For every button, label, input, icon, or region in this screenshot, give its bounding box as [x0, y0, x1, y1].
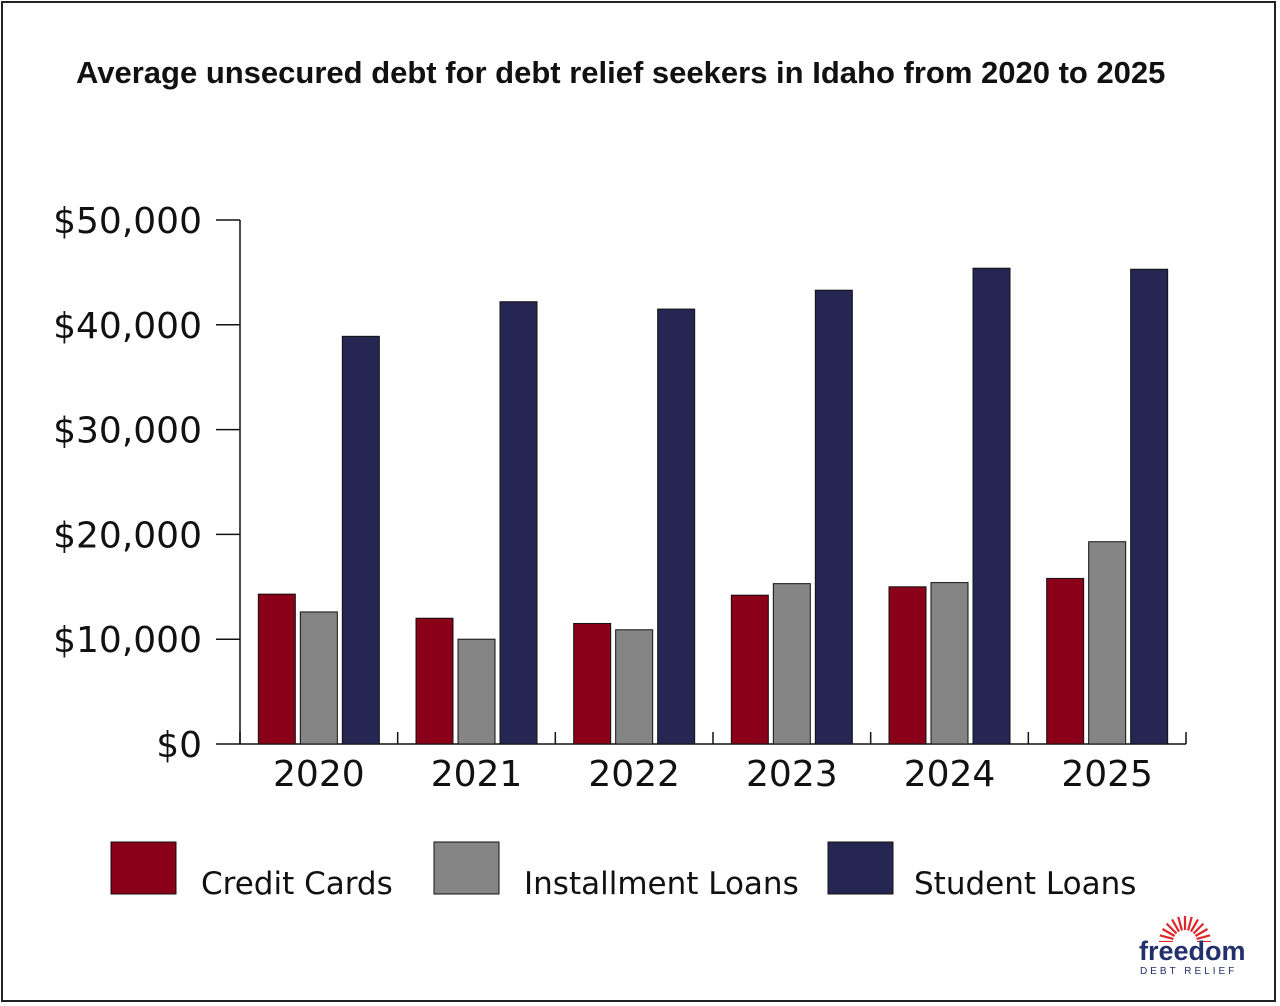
y-tick-label: $0 [156, 725, 202, 766]
bar-installment-loans-2024 [930, 582, 969, 745]
legend-swatch-student-loans [827, 841, 894, 895]
legend-swatch-installment-loans [433, 841, 500, 895]
sunburst-icon [1159, 916, 1211, 942]
bar-installment-loans-2021 [457, 638, 496, 745]
sunburst-ray [1194, 928, 1209, 937]
x-tick-label: 2023 [746, 754, 838, 795]
y-tick-label: $10,000 [53, 620, 202, 661]
bar-installment-loans-2022 [615, 629, 654, 745]
bar-credit-cards-2024 [888, 586, 927, 745]
sunburst-ray [1177, 916, 1183, 931]
y-tick-label: $30,000 [53, 411, 202, 452]
sunburst-ray [1192, 922, 1205, 935]
logo-word: freedom [1139, 936, 1246, 966]
sunburst-ray [1190, 918, 1199, 933]
sunburst-ray [1161, 928, 1176, 937]
x-tick-label: 2024 [904, 754, 996, 795]
sunburst-ray [1159, 934, 1174, 940]
legend-label-installment-loans: Installment Loans [524, 866, 799, 902]
bar-credit-cards-2023 [730, 594, 769, 745]
sunburst-ray [1187, 916, 1193, 931]
bar-student-loans-2025 [1130, 268, 1169, 745]
y-axis: $0 $10,000 $20,000 $30,000 $40,000 $50,000 [53, 201, 241, 766]
y-tick-label: $40,000 [53, 306, 202, 347]
legend: Credit Cards Installment Loans Student Loa… [110, 841, 1136, 902]
bars [257, 267, 1169, 745]
x-tick-label: 2020 [273, 754, 365, 795]
bar-credit-cards-2022 [573, 622, 612, 745]
bar-credit-cards-2020 [257, 593, 296, 745]
bar-installment-loans-2020 [299, 611, 338, 745]
x-axis: 2020 2021 2022 2023 2024 2025 [239, 732, 1187, 795]
chart-title: Average unsecured debt for debt relief s… [76, 55, 1166, 90]
bar-student-loans-2021 [499, 301, 538, 745]
y-tick-label: $20,000 [53, 515, 202, 556]
legend-swatch-credit-cards [110, 841, 177, 895]
bar-credit-cards-2021 [415, 617, 454, 745]
bar-student-loans-2022 [657, 308, 696, 745]
x-tick-label: 2022 [588, 754, 680, 795]
bar-credit-cards-2025 [1046, 577, 1085, 745]
bar-student-loans-2024 [972, 267, 1011, 745]
x-tick-label: 2021 [431, 754, 523, 795]
bar-installment-loans-2025 [1088, 541, 1127, 745]
logo-subtitle: DEBT RELIEF [1140, 966, 1238, 977]
y-tick-label: $50,000 [53, 201, 202, 242]
freedom-debt-relief-logo: freedom DEBT RELIEF [1135, 908, 1255, 980]
x-tick-label: 2025 [1061, 754, 1153, 795]
legend-label-student-loans: Student Loans [914, 866, 1136, 902]
bar-student-loans-2020 [341, 335, 380, 745]
legend-label-credit-cards: Credit Cards [201, 866, 393, 902]
sunburst-ray [1196, 934, 1211, 940]
bar-student-loans-2023 [814, 289, 853, 745]
sunburst-ray [1165, 922, 1178, 935]
sunburst-ray [1171, 918, 1180, 933]
bar-installment-loans-2023 [772, 583, 811, 745]
